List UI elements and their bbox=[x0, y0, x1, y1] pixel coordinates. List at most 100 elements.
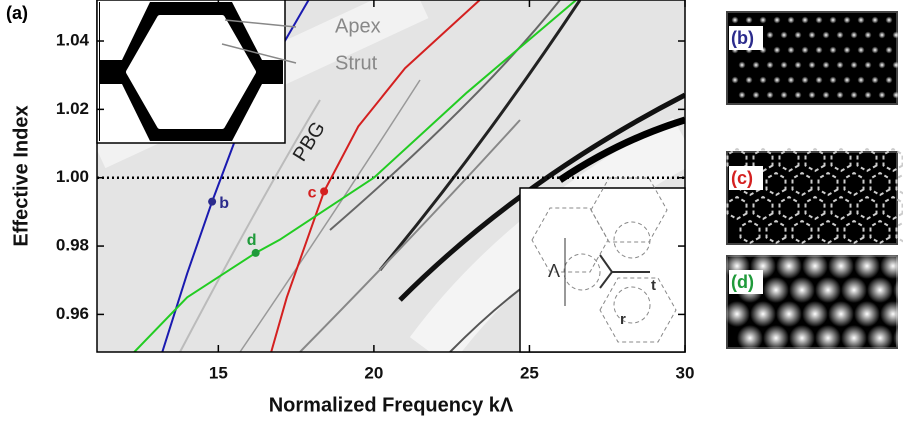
field-spot bbox=[892, 91, 900, 99]
field-spot bbox=[731, 76, 739, 84]
field-blob bbox=[789, 325, 815, 351]
field-spot bbox=[780, 91, 788, 99]
mode-image bbox=[726, 11, 898, 105]
field-spot bbox=[836, 91, 844, 99]
field-spot bbox=[752, 61, 760, 69]
field-blob bbox=[893, 325, 903, 351]
point-label: d bbox=[247, 232, 257, 249]
field-spot bbox=[801, 76, 809, 84]
label-backing bbox=[729, 26, 763, 50]
field-ring bbox=[830, 195, 852, 221]
field-spot bbox=[822, 31, 830, 39]
field-blob bbox=[841, 325, 867, 351]
field-spot bbox=[731, 16, 739, 24]
y-axis-label: Effective Index bbox=[10, 105, 32, 246]
field-blob bbox=[867, 277, 893, 303]
field-spot bbox=[801, 46, 809, 54]
strut-label: Strut bbox=[335, 52, 378, 74]
field-spot bbox=[815, 46, 823, 54]
field-spot bbox=[829, 76, 837, 84]
field-spot bbox=[773, 76, 781, 84]
field-spot bbox=[759, 76, 767, 84]
field-ring bbox=[791, 171, 813, 197]
field-spot bbox=[815, 76, 823, 84]
field-spot bbox=[836, 31, 844, 39]
field-spot bbox=[745, 16, 753, 24]
point-label: c bbox=[308, 185, 317, 202]
field-blob bbox=[776, 301, 802, 327]
field-blob bbox=[854, 253, 880, 279]
field-blob bbox=[880, 301, 903, 327]
mode-point bbox=[208, 197, 217, 206]
plot-frame bbox=[96, 0, 686, 353]
y-tick-label: 0.98 bbox=[56, 236, 89, 255]
field-blob bbox=[776, 253, 802, 279]
field-spot bbox=[822, 91, 830, 99]
field-spot bbox=[794, 61, 802, 69]
field-spot bbox=[773, 16, 781, 24]
x-tick-label: 30 bbox=[676, 363, 695, 382]
field-ring bbox=[765, 171, 787, 197]
field-spot bbox=[808, 61, 816, 69]
field-spot bbox=[843, 46, 851, 54]
field-ring bbox=[791, 219, 813, 245]
field-blob bbox=[802, 301, 828, 327]
field-spot bbox=[885, 16, 893, 24]
series-line bbox=[270, 0, 481, 352]
field-ring bbox=[856, 195, 878, 221]
field-blob bbox=[737, 325, 763, 351]
field-spot bbox=[780, 61, 788, 69]
field-blob bbox=[763, 277, 789, 303]
field-spot bbox=[738, 61, 746, 69]
field-spot bbox=[857, 76, 865, 84]
field-spot bbox=[759, 16, 767, 24]
field-spot bbox=[850, 91, 858, 99]
field-spot bbox=[843, 76, 851, 84]
field-blob bbox=[841, 277, 867, 303]
field-ring bbox=[804, 195, 826, 221]
field-spot bbox=[829, 46, 837, 54]
field-spot bbox=[794, 91, 802, 99]
field-spot bbox=[766, 61, 774, 69]
field-ring bbox=[843, 219, 865, 245]
field-spot bbox=[738, 91, 746, 99]
mode-pattern bbox=[731, 16, 900, 99]
field-blob bbox=[802, 253, 828, 279]
x-axis-label: Normalized Frequency kΛ bbox=[269, 394, 514, 416]
mode-point bbox=[251, 248, 260, 257]
field-ring bbox=[804, 147, 826, 173]
field-spot bbox=[745, 76, 753, 84]
field-spot bbox=[822, 61, 830, 69]
field-ring bbox=[778, 195, 800, 221]
field-ring bbox=[739, 171, 761, 197]
field-spot bbox=[801, 16, 809, 24]
field-spot bbox=[843, 16, 851, 24]
field-spot bbox=[892, 61, 900, 69]
pitch-label: Λ bbox=[548, 261, 560, 281]
mode-panel-label: (c) bbox=[731, 168, 753, 188]
field-blob bbox=[815, 325, 841, 351]
x-tick-label: 25 bbox=[520, 363, 539, 382]
field-spot bbox=[752, 91, 760, 99]
field-spot bbox=[836, 61, 844, 69]
field-blob bbox=[880, 253, 903, 279]
field-spot bbox=[864, 31, 872, 39]
series-line bbox=[133, 0, 577, 352]
field-ring bbox=[817, 219, 839, 245]
field-blob bbox=[750, 301, 776, 327]
field-blob bbox=[854, 301, 880, 327]
mode-panel-label: (b) bbox=[731, 28, 754, 48]
y-tick-label: 1.04 bbox=[56, 30, 90, 49]
field-blob bbox=[828, 301, 854, 327]
thickness-label: t bbox=[651, 277, 656, 294]
point-label: b bbox=[219, 195, 229, 212]
field-spot bbox=[892, 31, 900, 39]
field-spot bbox=[871, 76, 879, 84]
field-ring bbox=[830, 147, 852, 173]
field-ring bbox=[739, 219, 761, 245]
field-ring bbox=[817, 171, 839, 197]
field-spot bbox=[787, 76, 795, 84]
field-spot bbox=[780, 31, 788, 39]
field-spot bbox=[773, 46, 781, 54]
field-spot bbox=[808, 91, 816, 99]
